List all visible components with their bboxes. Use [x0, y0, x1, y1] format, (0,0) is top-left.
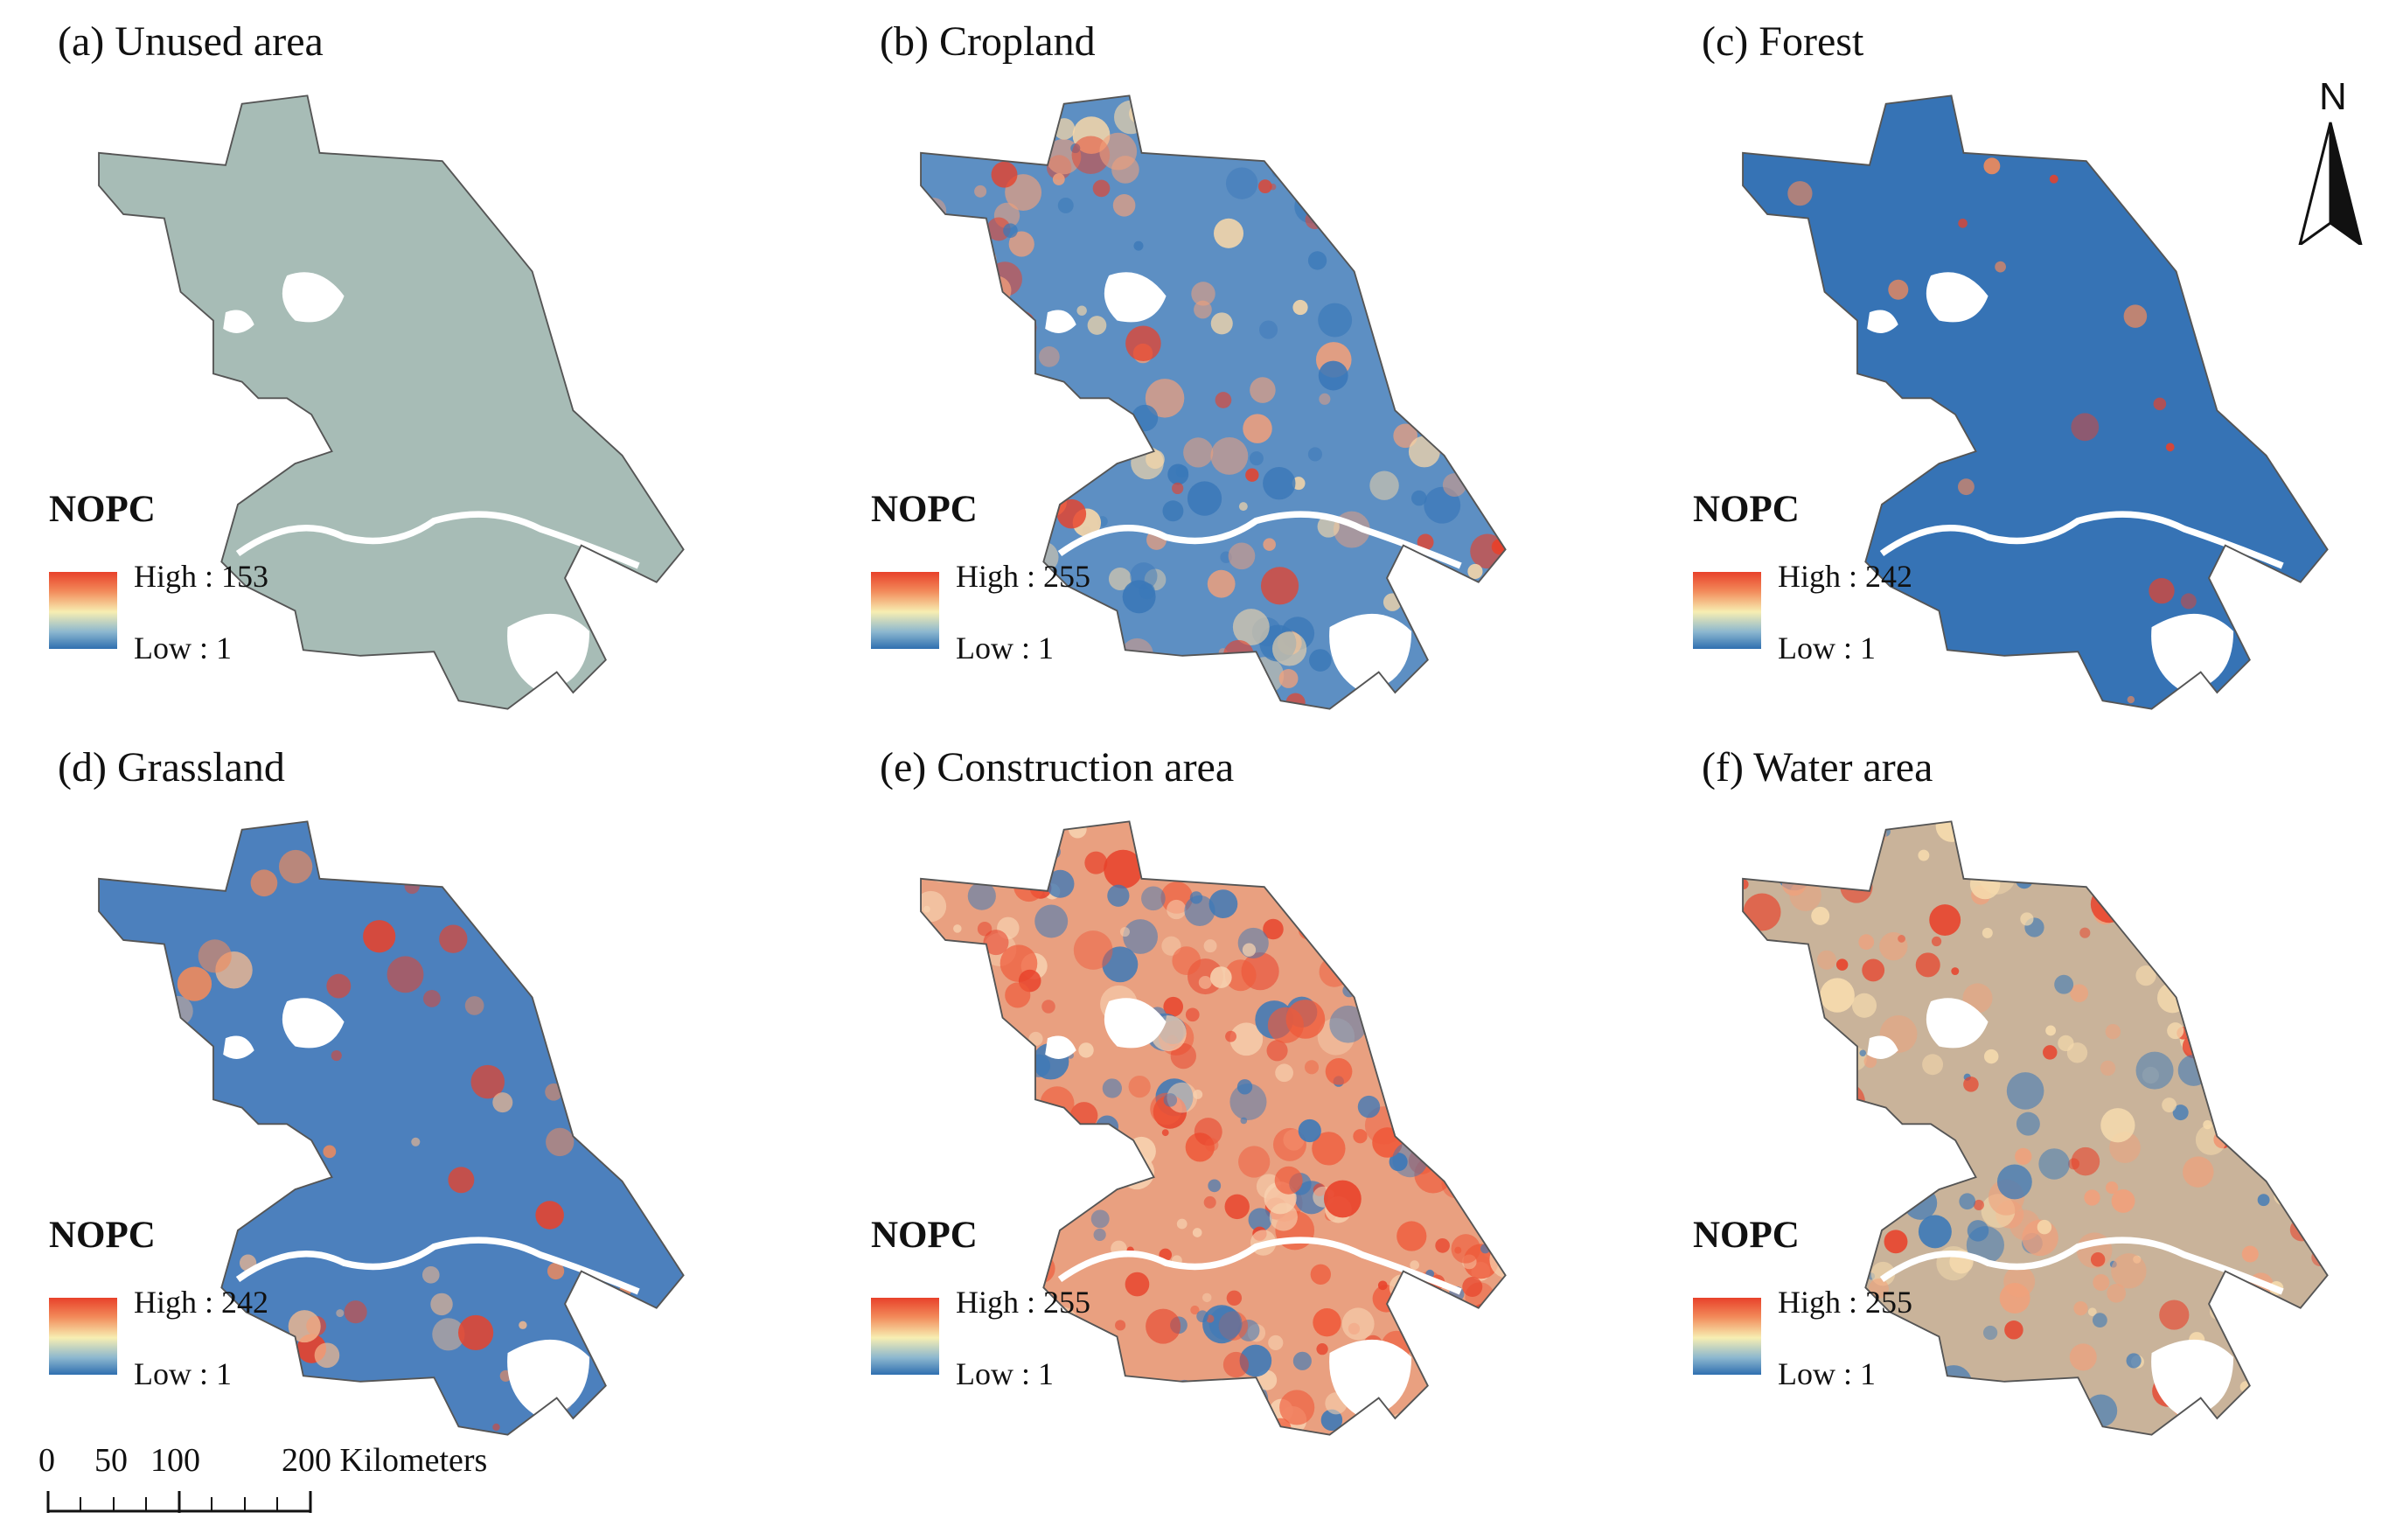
- legend-color-ramp: [49, 572, 117, 649]
- province-map: [98, 820, 685, 1436]
- scale-label-100: 100: [150, 1442, 200, 1479]
- legend-low-label: Low : 1: [134, 631, 232, 665]
- legend-color-ramp: [871, 572, 939, 649]
- province-map: [98, 94, 685, 710]
- legend-high-label: High : 255: [956, 1285, 1091, 1320]
- legend-high-label: High : 242: [1778, 559, 1913, 594]
- north-label: N: [2319, 75, 2347, 118]
- panel-title: (e) Construction area: [880, 744, 1235, 791]
- legend-title: NOPC: [1693, 1215, 1800, 1256]
- map-panel-cropland: (b) Cropland NOPC High : 255 Low : 1: [822, 0, 1644, 726]
- scale-bar: [46, 1491, 312, 1513]
- legend-title: NOPC: [49, 1215, 156, 1256]
- legend-low-label: Low : 1: [134, 1356, 232, 1391]
- province-map: [1742, 820, 2329, 1436]
- scale-label-50: 50: [94, 1442, 128, 1479]
- legend-low-label: Low : 1: [956, 631, 1054, 665]
- legend-high-label: High : 153: [134, 559, 269, 594]
- panel-title: (d) Grassland: [58, 744, 285, 791]
- legend-title: NOPC: [871, 489, 978, 530]
- legend-high-label: High : 242: [134, 1285, 269, 1320]
- legend-color-ramp: [1693, 1298, 1761, 1375]
- legend-color-ramp: [49, 1298, 117, 1375]
- province-map: [920, 820, 1507, 1436]
- panel-title: (b) Cropland: [880, 18, 1096, 65]
- panel-title: (f) Water area: [1702, 744, 1933, 791]
- legend-low-label: Low : 1: [1778, 631, 1876, 665]
- province-map: [920, 94, 1507, 710]
- legend-title: NOPC: [1693, 489, 1800, 530]
- legend-color-ramp: [1693, 572, 1761, 649]
- legend-title: NOPC: [871, 1215, 978, 1256]
- legend-low-label: Low : 1: [956, 1356, 1054, 1391]
- scale-label-0: 0: [38, 1442, 55, 1479]
- panel-title: (a) Unused area: [58, 18, 324, 65]
- legend-low-label: Low : 1: [1778, 1356, 1876, 1391]
- map-panel-water-area: (f) Water area NOPC High : 255 Low : 1: [1644, 726, 2396, 1452]
- north-arrow-icon: [2298, 122, 2363, 245]
- legend-title: NOPC: [49, 489, 156, 530]
- map-panel-construction-area: (e) Construction area NOPC High : 255 Lo…: [822, 726, 1644, 1452]
- legend-high-label: High : 255: [1778, 1285, 1913, 1320]
- map-panel-unused-area: (a) Unused area NOPC High : 153 Low : 1: [0, 0, 822, 726]
- province-map: [1742, 94, 2329, 710]
- map-panel-grassland: (d) Grassland NOPC High : 242 Low : 1: [0, 726, 822, 1452]
- legend-high-label: High : 255: [956, 559, 1091, 594]
- panel-title: (c) Forest: [1702, 18, 1864, 65]
- map-panel-forest: (c) Forest NOPC High : 242 Low : 1: [1644, 0, 2396, 726]
- legend-color-ramp: [871, 1298, 939, 1375]
- scale-label-200: 200 Kilometers: [282, 1442, 488, 1479]
